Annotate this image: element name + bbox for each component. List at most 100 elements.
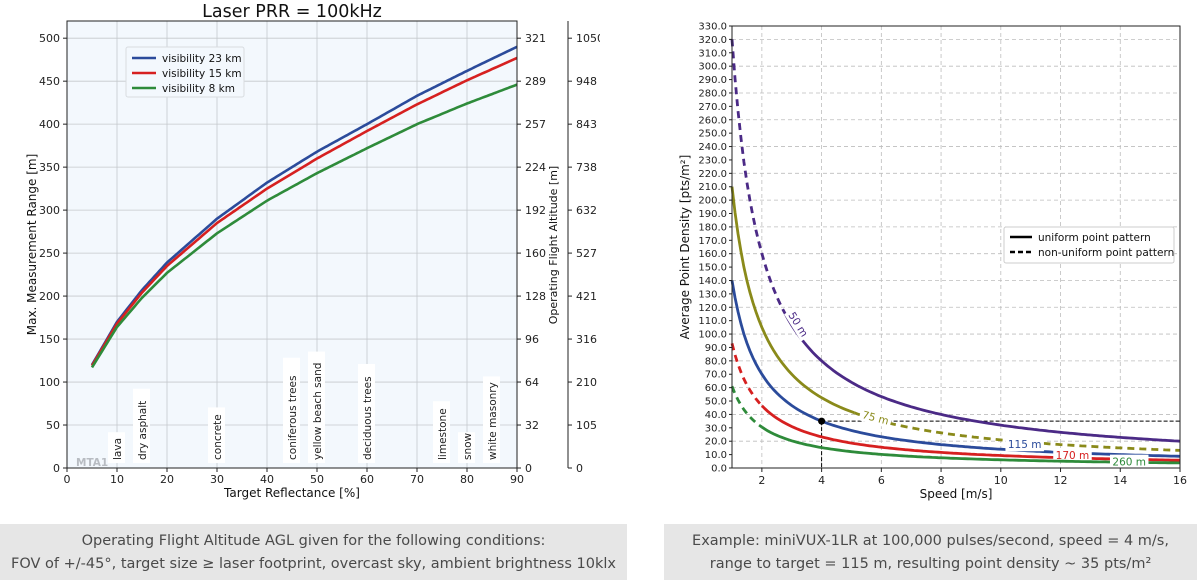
y-tick-label: 300 [39,204,60,217]
y-tick-label: 30.0 [705,423,727,434]
y3-tick-label: 738 [576,161,597,174]
material-label-text: concrete [212,414,224,460]
y-tick-label: 150.0 [698,263,727,274]
y-tick-label: 220.0 [698,169,727,180]
y-tick-label: 50.0 [705,397,727,408]
series-label-bg [784,306,813,342]
x-tick-label: 10 [994,474,1008,487]
y-tick-label: 270.0 [698,102,727,113]
material-label-bg [108,432,125,463]
series-dashed-5 [730,385,763,429]
material-label-text: deciduous trees [362,376,374,460]
y3-tick-label: 0 [576,462,583,475]
y-tick-label: 230.0 [698,155,727,166]
y2-tick-label: 192 [525,204,546,217]
x-tick-label: 80 [460,473,474,486]
material-label-bg [133,388,150,463]
material-label-bg [283,357,300,463]
y3-tick-label: 316 [576,333,597,346]
right-caption-line1: Example: miniVUX-1LR at 100,000 pulses/s… [692,533,1169,549]
y2-tick-label: 224 [525,161,546,174]
y-tick-label: 60.0 [705,383,727,394]
y2-tick-label: 32 [525,419,539,432]
material-label-bg [458,432,475,463]
y-tick-label: 250 [39,247,60,260]
y2-tick-label: 289 [525,75,546,88]
material-label: dry asphalt [133,388,150,463]
x-tick-label: 2 [758,474,765,487]
material-label-bg [433,401,450,463]
series-inline-label: 50 m [784,306,813,342]
x-tick-label: 4 [818,474,825,487]
y3-tick-label: 105 [576,419,597,432]
y-tick-label: 70.0 [705,370,727,381]
y-tick-label: 120.0 [698,303,727,314]
material-label-bg [483,376,500,463]
x-tick-label: 14 [1113,474,1127,487]
y-axis-label: Average Point Density [pts/m²] [678,155,692,340]
x-tick-label: 10 [110,473,124,486]
y-tick-label: 210.0 [698,182,727,193]
legend-label: uniform point pattern [1038,232,1151,244]
y-tick-label: 170.0 [698,236,727,247]
y3-tick-label: 421 [576,290,597,303]
x-tick-label: 40 [260,473,274,486]
y-axis-label: Max. Measurement Range [m] [25,154,39,336]
plot-frame [731,25,1181,469]
x-tick-label: 6 [878,474,885,487]
legend-label: visibility 23 km [162,53,242,65]
x-tick-label: 12 [1054,474,1068,487]
x-tick-label: 70 [410,473,424,486]
y-tick-label: 100.0 [698,330,727,341]
y2-tick-label: 64 [525,376,539,389]
y-tick-label: 80.0 [705,356,727,367]
legend: uniform point pattern non-uniform point p… [1003,226,1175,264]
legend-box [125,46,245,98]
y-tick-label: 310.0 [698,48,727,59]
series-label-bg [858,406,893,429]
series-line-2 [90,56,518,367]
watermark-text: MTA1 [76,457,108,469]
right-caption: Example: miniVUX-1LR at 100,000 pulses/s… [664,524,1197,580]
material-label: coniferous trees [283,357,300,463]
material-label: lava [108,432,125,463]
y-tick-label: 140.0 [698,276,727,287]
y-tick-label: 20.0 [705,437,727,448]
y-tick-label: 50 [46,419,60,432]
y-tick-label: 240.0 [698,142,727,153]
y-tick-label: 40.0 [705,410,727,421]
right-caption-line2: range to target = 115 m, resulting point… [709,556,1152,572]
y-tick-label: 290.0 [698,75,727,86]
y-tick-label: 0 [53,462,60,475]
series-line-1 [90,45,518,366]
y-tick-label: 330.0 [698,22,727,33]
legend-label: non-uniform point pattern [1038,247,1174,259]
y3-tick-label: 210 [576,376,597,389]
series-label-text: 170 m [1056,450,1090,462]
y2-tick-label: 257 [525,118,546,131]
series-inline-label: 260 m [1109,454,1149,469]
series-label-bg [1053,447,1092,462]
y-tick-label: 400 [39,118,60,131]
y-tick-label: 110.0 [698,316,727,327]
series-label-bg [1005,437,1044,452]
material-label-text: snow [462,432,474,460]
y3-tick-label: 843 [576,118,597,131]
left-caption: Operating Flight Altitude AGL given for … [0,524,627,580]
x-tick-label: 60 [360,473,374,486]
series-line-4 [760,404,1180,462]
series-line-2 [730,186,855,415]
chart-title: Laser PRR = 100kHz [202,2,382,22]
material-label: snow [458,432,475,463]
x-tick-label: 50 [310,473,324,486]
y-tick-label: 150 [39,333,60,346]
x-tick-label: 0 [64,473,71,486]
y-tick-label: 250.0 [698,129,727,140]
y-tick-label: 280.0 [698,88,727,99]
y-tick-label: 260.0 [698,115,727,126]
material-label: concrete [208,407,225,463]
y-tick-label: 200 [39,290,60,303]
y-tick-label: 300.0 [698,62,727,73]
